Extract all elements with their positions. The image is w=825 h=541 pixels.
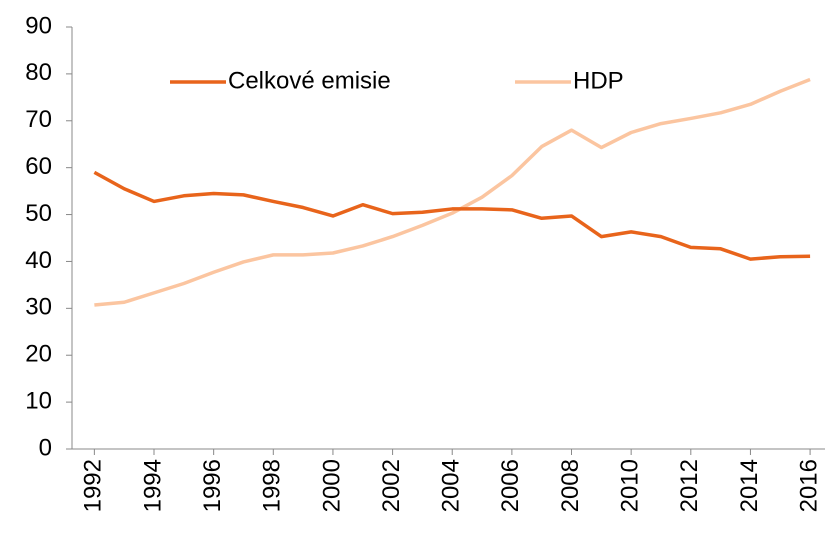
y-tick-label: 80 bbox=[25, 59, 52, 86]
series-line bbox=[93, 170, 811, 261]
y-tick-label: 40 bbox=[25, 247, 52, 274]
x-tick-label: 2002 bbox=[378, 459, 405, 512]
x-tick-label: 1998 bbox=[259, 459, 286, 512]
x-tick-label: 1996 bbox=[199, 459, 226, 512]
y-tick-label: 60 bbox=[25, 153, 52, 180]
y-tick-label: 20 bbox=[25, 341, 52, 368]
x-tick-label: 1994 bbox=[139, 459, 166, 512]
y-tick-label: 90 bbox=[25, 12, 52, 39]
legend-label: HDP bbox=[573, 67, 624, 94]
y-tick-label: 10 bbox=[25, 387, 52, 414]
x-tick-label: 1992 bbox=[80, 459, 107, 512]
y-tick-label: 30 bbox=[25, 294, 52, 321]
legend-label: Celkové emisie bbox=[228, 67, 391, 94]
x-tick-label: 2016 bbox=[795, 459, 822, 512]
x-tick-label: 2006 bbox=[497, 459, 524, 512]
x-tick-label: 2010 bbox=[617, 459, 644, 512]
series-line bbox=[94, 77, 811, 307]
x-tick-label: 2000 bbox=[318, 459, 345, 512]
x-tick-label: 2014 bbox=[736, 459, 763, 512]
x-tick-label: 2008 bbox=[557, 459, 584, 512]
y-tick-label: 0 bbox=[39, 434, 52, 461]
x-tick-label: 2004 bbox=[438, 459, 465, 512]
y-tick-label: 70 bbox=[25, 106, 52, 133]
y-tick-label: 50 bbox=[25, 200, 52, 227]
x-tick-label: 2012 bbox=[676, 459, 703, 512]
